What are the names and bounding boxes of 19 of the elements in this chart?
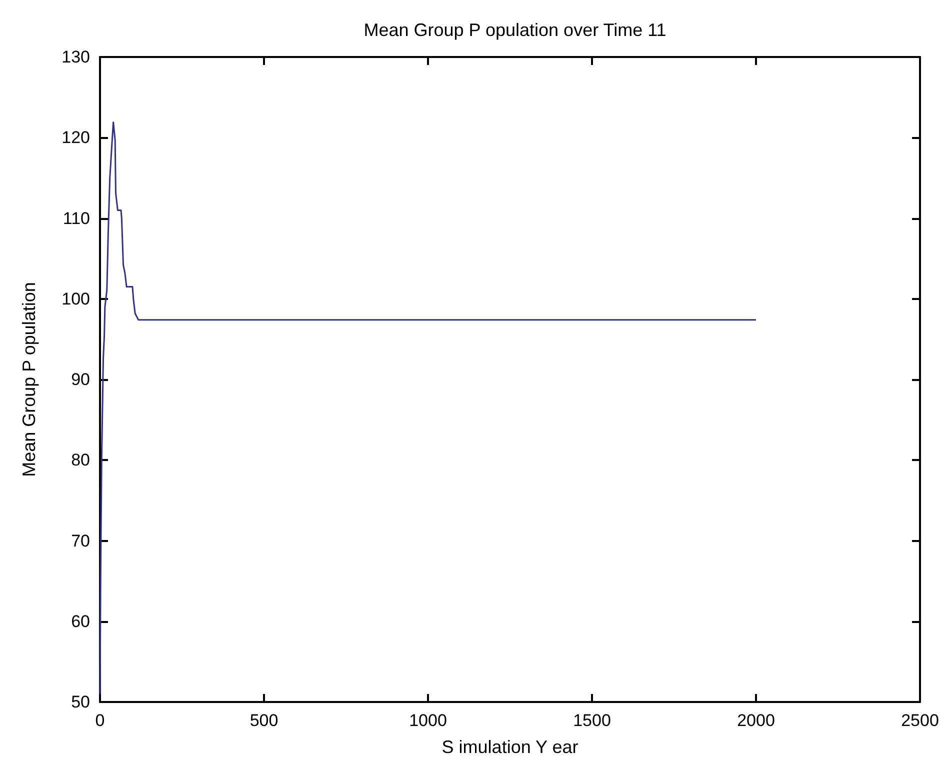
- y-tick-label: 90: [71, 370, 90, 389]
- y-tick-label: 60: [71, 612, 90, 631]
- x-tick-label: 500: [250, 711, 278, 730]
- y-tick-label: 100: [62, 289, 90, 308]
- y-tick-label: 50: [71, 692, 90, 712]
- chart-title: Mean Group P opulation over Time 11: [364, 20, 666, 40]
- line-series: [99, 122, 757, 695]
- y-tick-label: 130: [62, 48, 90, 66]
- y-tick-label: 80: [71, 450, 90, 470]
- x-tick-label: 1500: [573, 711, 611, 730]
- x-tick-label: 2000: [737, 711, 775, 730]
- y-tick-label: 120: [62, 128, 90, 148]
- x-axis-title: S imulation Y ear: [442, 737, 578, 757]
- x-tick-label: 0: [95, 711, 105, 730]
- y-tick-label: 110: [62, 208, 90, 228]
- y-axis-title: Mean Group P opulation: [19, 282, 39, 477]
- y-tick-label: 70: [71, 531, 90, 550]
- x-tick-label: 2500: [901, 711, 939, 730]
- x-tick-label: 1000: [409, 711, 447, 730]
